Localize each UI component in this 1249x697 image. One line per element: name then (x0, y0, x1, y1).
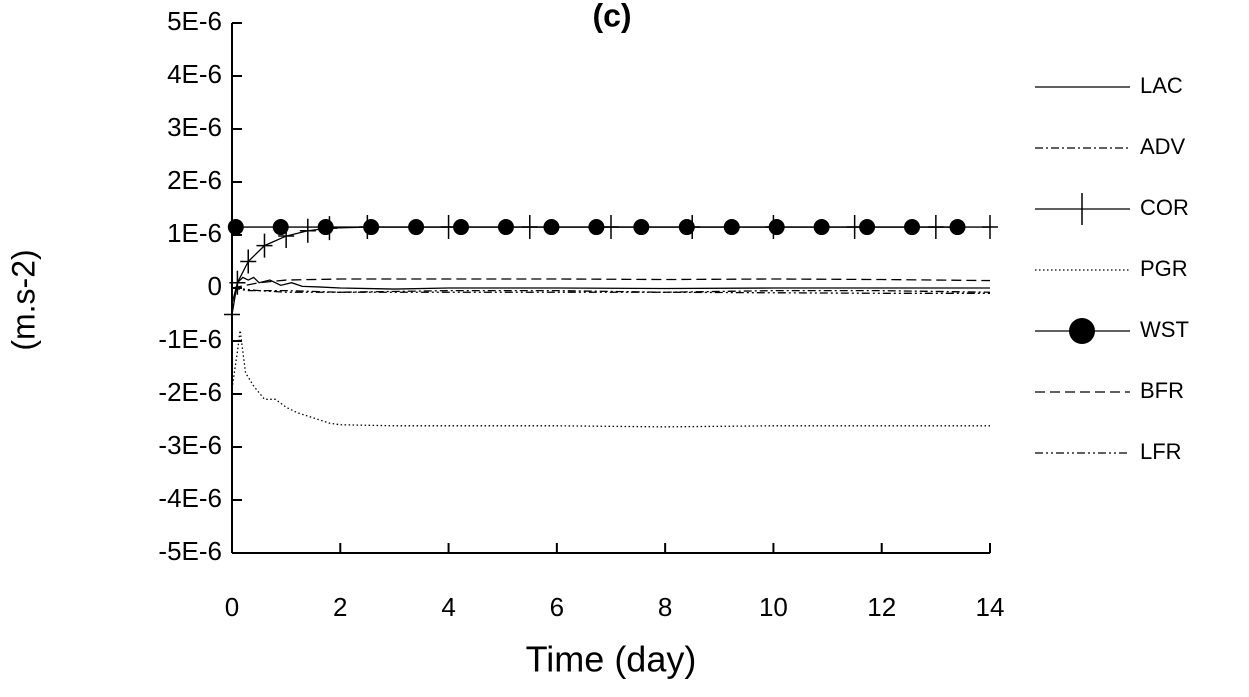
x-tick-label: 10 (759, 592, 788, 622)
marker (363, 219, 380, 236)
x-tick-label: 14 (976, 592, 1005, 622)
x-tick-label: 0 (225, 592, 239, 622)
x-tick-label: 12 (867, 592, 896, 622)
y-tick-label: 5E-6 (167, 6, 222, 36)
y-tick-label: -5E-6 (158, 536, 222, 566)
y-tick-label: -1E-6 (158, 324, 222, 354)
series-line (231, 276, 990, 305)
y-tick-label: 1E-6 (167, 218, 222, 248)
legend-marker (1069, 318, 1095, 344)
series-line (231, 226, 990, 315)
marker (408, 219, 425, 236)
legend-label: COR (1140, 195, 1189, 220)
series-line (231, 287, 990, 294)
series-line (231, 287, 991, 293)
marker (768, 219, 785, 236)
marker (317, 219, 334, 236)
x-tick-label: 2 (333, 592, 347, 622)
x-tick-label: 8 (658, 592, 672, 622)
legend-label: LFR (1140, 439, 1182, 464)
marker (272, 219, 289, 236)
marker (813, 219, 830, 236)
marker (723, 219, 740, 236)
marker (859, 219, 876, 236)
y-axis-label: (m.s-2) (5, 249, 41, 350)
x-axis-label: Time (day) (526, 639, 697, 680)
marker (299, 218, 316, 243)
marker (256, 233, 273, 258)
marker (904, 219, 921, 236)
marker (497, 219, 514, 236)
y-tick-label: 3E-6 (167, 112, 222, 142)
marker (227, 219, 244, 236)
y-tick-label: 2E-6 (167, 165, 222, 195)
marker (588, 219, 605, 236)
y-tick-label: -2E-6 (158, 377, 222, 407)
marker (949, 219, 966, 236)
marker (453, 219, 470, 236)
x-tick-label: 4 (441, 592, 455, 622)
y-tick-label: -4E-6 (158, 483, 222, 513)
series-line (231, 278, 991, 289)
x-tick-label: 6 (550, 592, 564, 622)
marker (224, 302, 240, 327)
y-tick-label: -3E-6 (158, 430, 222, 460)
y-tick-label: 4E-6 (167, 59, 222, 89)
legend-label: PGR (1140, 256, 1188, 281)
marker (543, 219, 560, 236)
series-line (231, 330, 990, 428)
y-tick-label: 0 (208, 271, 222, 301)
marker (678, 219, 695, 236)
legend-label: ADV (1140, 134, 1186, 159)
legend-label: WST (1140, 317, 1189, 342)
marker (633, 219, 650, 236)
marker (229, 270, 246, 295)
chart-title: (c) (592, 0, 631, 33)
legend-label: BFR (1140, 378, 1184, 403)
marker (240, 249, 257, 274)
marker (982, 215, 998, 240)
legend-label: LAC (1140, 73, 1183, 98)
